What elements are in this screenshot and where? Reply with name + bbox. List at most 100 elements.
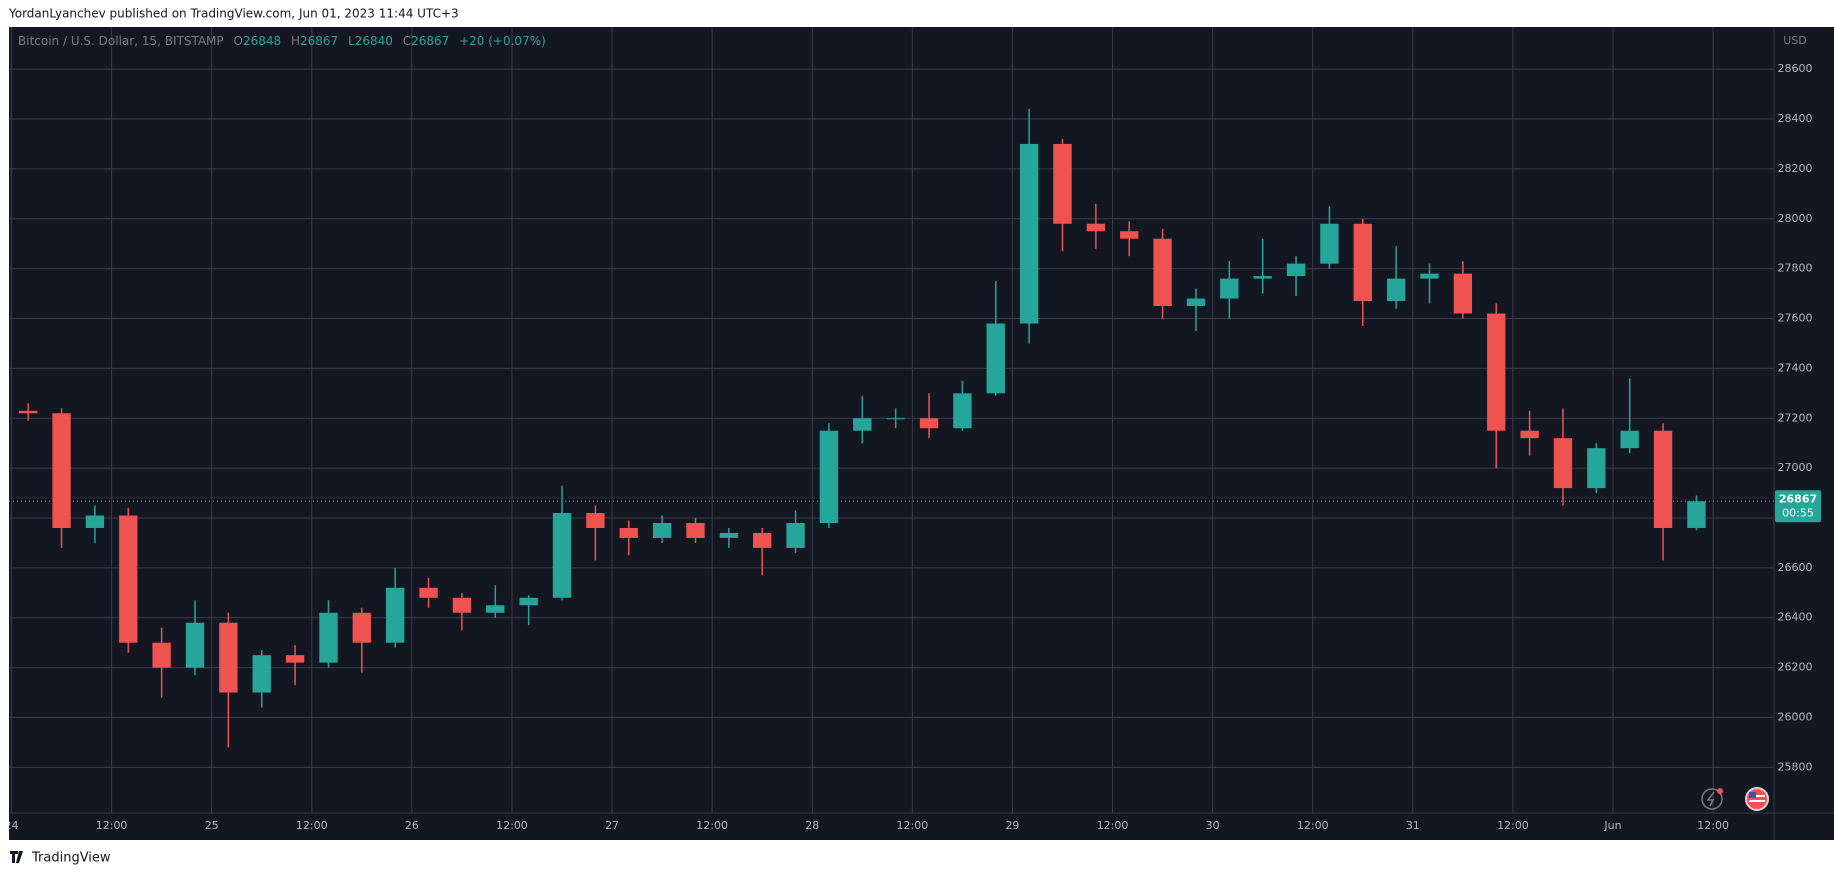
candle-body [853, 418, 872, 431]
candle-body [619, 527, 638, 538]
currency-label: USD [1783, 34, 1807, 47]
candle-body [953, 393, 972, 429]
low-value: 26840 [355, 34, 393, 48]
candle-body [52, 413, 71, 528]
y-tick-label: 27800 [1778, 262, 1813, 275]
candle-body [352, 612, 372, 643]
x-tick-label: 12:00 [1497, 819, 1529, 832]
icon-dot [1717, 788, 1723, 794]
last-price-label: 26867 [1779, 492, 1817, 505]
y-tick-label: 26000 [1778, 710, 1813, 723]
candle-body [1487, 313, 1506, 431]
price-axis: 2580026000262002640026600268002700027200… [1778, 62, 1813, 773]
flag-circle [1745, 787, 1769, 811]
y-tick-label: 25800 [1778, 760, 1813, 773]
flag-icon[interactable] [1745, 787, 1769, 811]
y-tick-label: 27600 [1778, 312, 1813, 325]
published-note: YordanLyanchev published on TradingView.… [8, 7, 459, 21]
candle-body [219, 622, 238, 693]
high-label: H [291, 34, 300, 48]
candle-body [185, 622, 205, 668]
x-tick-label: 27 [605, 819, 619, 832]
y-tick-label: 26600 [1778, 561, 1813, 574]
candle-body [919, 418, 939, 429]
y-tick-label: 27200 [1778, 411, 1813, 424]
time-axis: 24 12:00 25 12:00 26 12:00 27 12:00 28 12:00 29 12:… [5, 819, 1729, 832]
last-price-badge [1775, 490, 1821, 523]
x-tick-label: 12:00 [1097, 819, 1129, 832]
candle-body [1353, 223, 1372, 302]
close-value: 26867 [411, 34, 449, 48]
x-tick-label: 12:00 [296, 819, 328, 832]
candle-body [1086, 223, 1106, 232]
candle-body [519, 597, 538, 606]
low-label: L [348, 34, 355, 48]
icon-bolt [1706, 791, 1715, 807]
candle-body [119, 515, 138, 643]
y-tick-label: 28000 [1778, 212, 1813, 225]
candle-body [786, 522, 805, 548]
candle-body [252, 655, 271, 693]
bar-countdown: 00:55 [1782, 506, 1814, 519]
y-tick-label: 26200 [1778, 661, 1813, 674]
x-tick-label: 12:00 [96, 819, 128, 832]
candle-body [152, 642, 171, 668]
candle-body [1386, 278, 1406, 302]
candle-body [1453, 273, 1473, 314]
y-tick-label: 28200 [1778, 162, 1813, 175]
flag-canton [1749, 792, 1756, 798]
x-tick-label: 12:00 [1297, 819, 1329, 832]
candle-body [1286, 263, 1306, 277]
candle-body [386, 587, 405, 643]
y-tick-label: 27400 [1778, 361, 1813, 374]
candle-body [652, 522, 672, 538]
open-value: 26848 [243, 34, 281, 48]
chart-panel [9, 27, 1834, 840]
brand-logo: TradingView [10, 851, 111, 866]
x-tick-label: 31 [1406, 819, 1420, 832]
candle-body [1620, 430, 1639, 449]
candle-body [1420, 273, 1439, 279]
candle-body [1320, 223, 1339, 264]
candle-body [1186, 298, 1206, 307]
candle-body [1120, 231, 1139, 239]
open-label: O [233, 34, 242, 48]
x-tick-label: 24 [5, 819, 19, 832]
candle-body [1220, 278, 1239, 299]
flag-stripe [1749, 795, 1765, 797]
candle-body [686, 522, 705, 538]
icon-circle [1701, 788, 1723, 810]
brand-name: TradingView [31, 851, 111, 866]
candle-body [486, 605, 505, 613]
x-tick-label: Jun [1603, 819, 1621, 832]
candle-body [1253, 276, 1272, 279]
candle-body [1587, 448, 1606, 489]
y-tick-label: 28600 [1778, 62, 1813, 75]
x-tick-label: 12:00 [696, 819, 728, 832]
flag-stripe [1749, 800, 1765, 802]
x-tick-label: 12:00 [1697, 819, 1729, 832]
candle-body [819, 430, 839, 523]
candle-body [986, 323, 1005, 394]
x-tick-label: 26 [405, 819, 419, 832]
candle-body [1653, 430, 1673, 528]
candle-body [1019, 143, 1039, 324]
x-tick-label: 30 [1206, 819, 1220, 832]
close-label: C [403, 34, 411, 48]
x-tick-label: 12:00 [897, 819, 929, 832]
x-tick-label: 29 [1005, 819, 1019, 832]
candle-body [1153, 238, 1172, 307]
replay-icon[interactable] [1701, 788, 1723, 810]
candle-body [1687, 501, 1706, 528]
y-tick-label: 27000 [1778, 461, 1813, 474]
candle-body [586, 513, 605, 528]
change: +20 (+0.07%) [459, 34, 546, 48]
candle-body [285, 655, 305, 663]
y-tick-label: 28400 [1778, 112, 1813, 125]
candle-body [1053, 143, 1072, 224]
candle-body [85, 515, 105, 528]
grid [9, 27, 1774, 813]
candle-body [319, 612, 338, 663]
candle-body [753, 532, 772, 548]
